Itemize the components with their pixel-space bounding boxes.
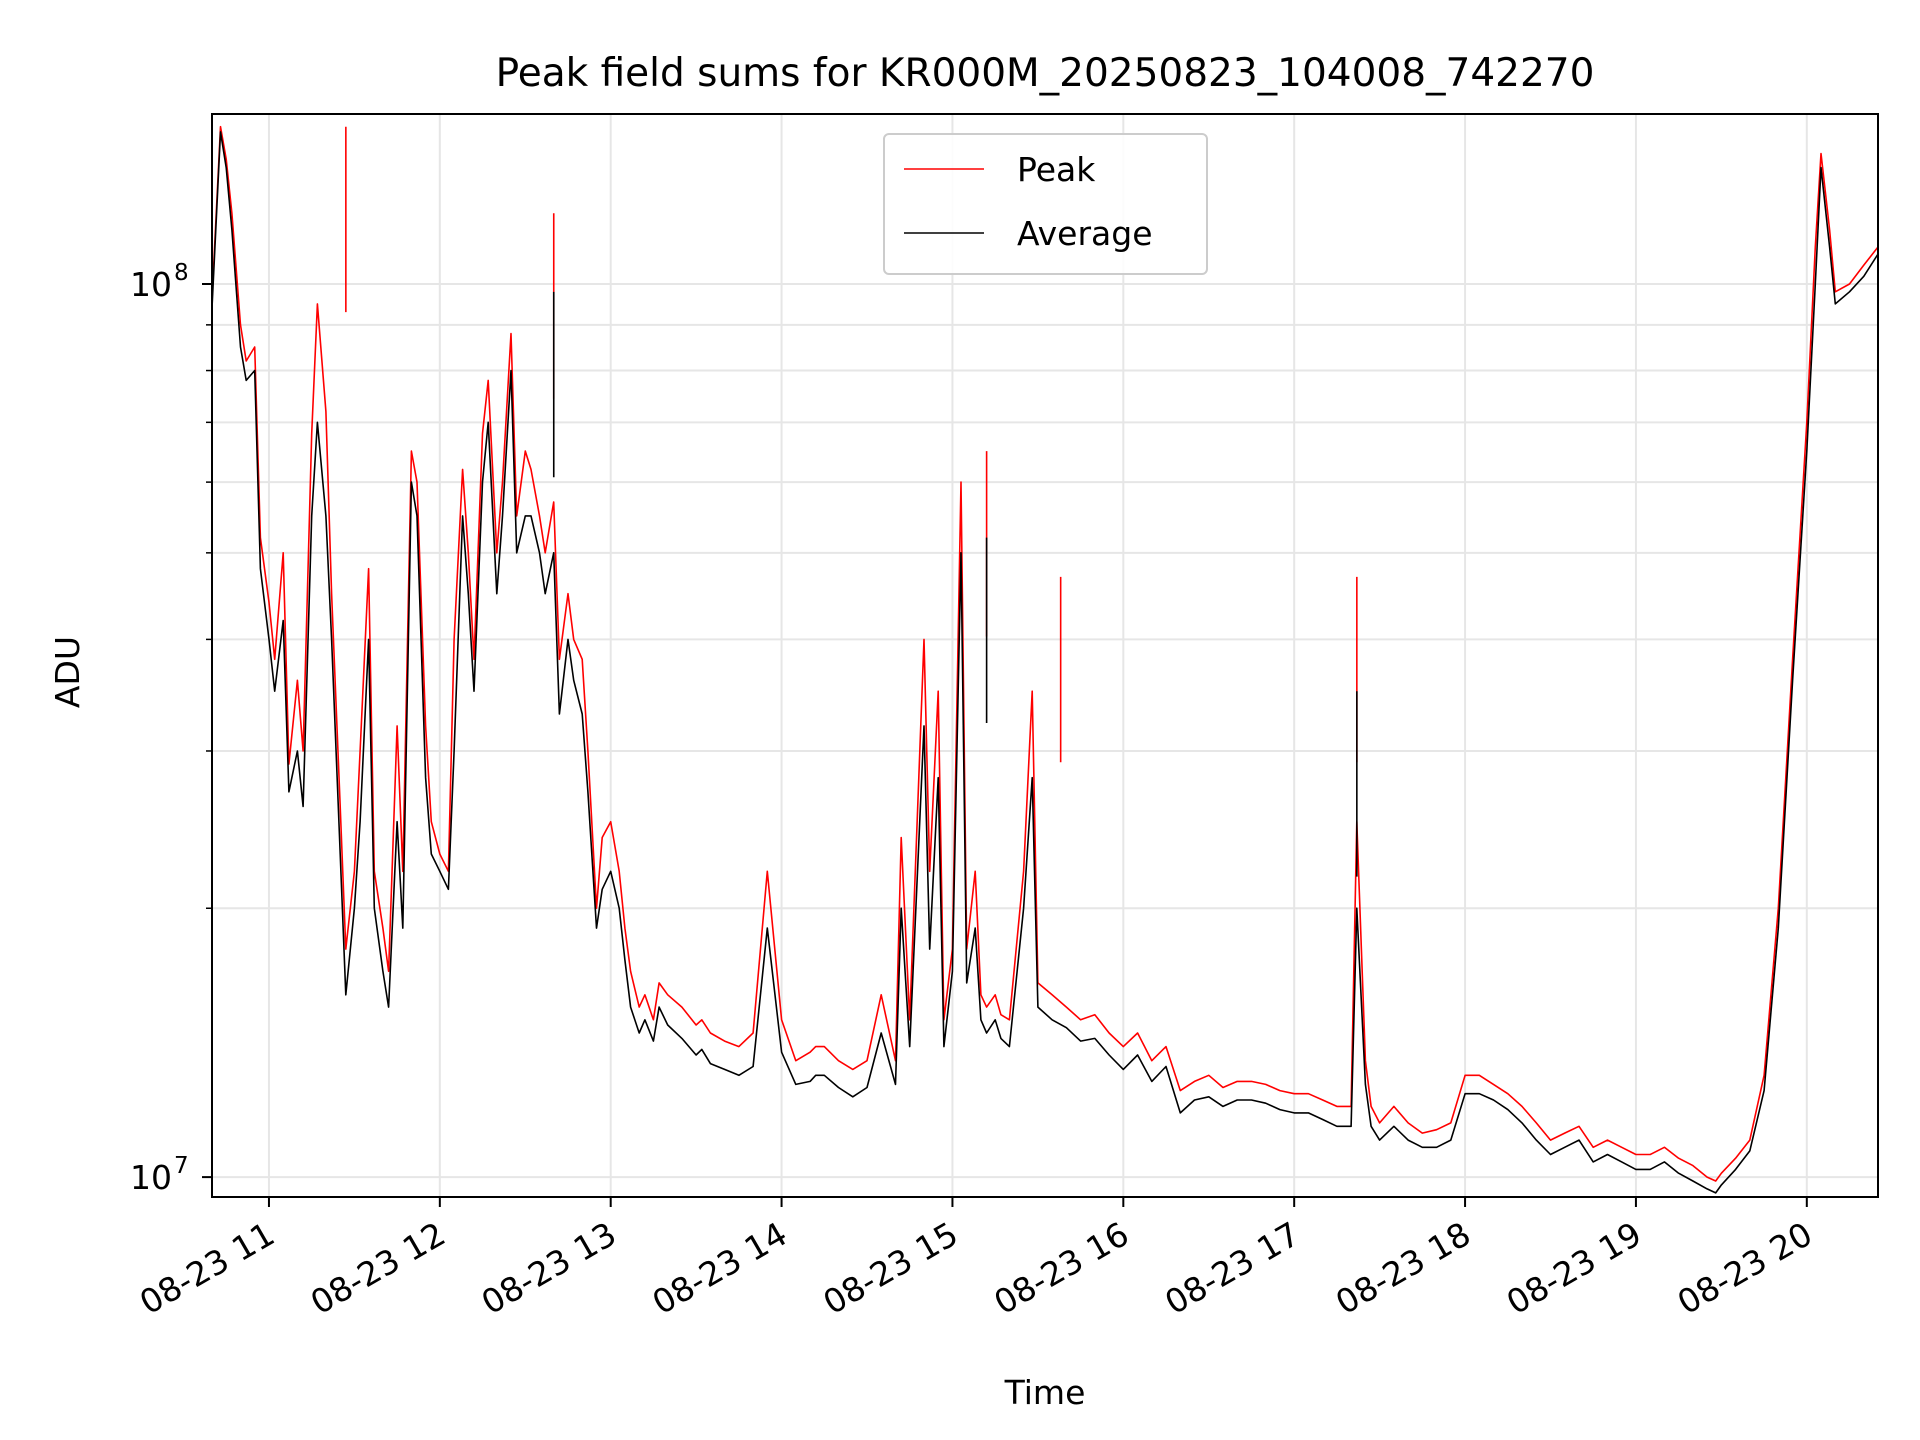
chart-title: Peak field sums for KR000M_20250823_1040… [496, 51, 1595, 96]
legend: Peak Average [883, 133, 1208, 275]
series-group [211, 125, 1879, 1194]
y-tick-label-exponent: 7 [174, 1153, 189, 1179]
legend-label-average: Average [1017, 214, 1153, 253]
legend-label-peak: Peak [1017, 150, 1096, 189]
series-line-average [211, 131, 1879, 1194]
y-tick-label: 10 [130, 265, 172, 304]
x-axis-label: Time [1004, 1373, 1086, 1412]
y-tick-label: 10 [130, 1158, 172, 1197]
grid [212, 114, 1878, 1197]
plot-frame [211, 113, 1879, 1198]
y-tick-label-exponent: 8 [174, 260, 189, 286]
y-axis-label: ADU [48, 636, 87, 708]
